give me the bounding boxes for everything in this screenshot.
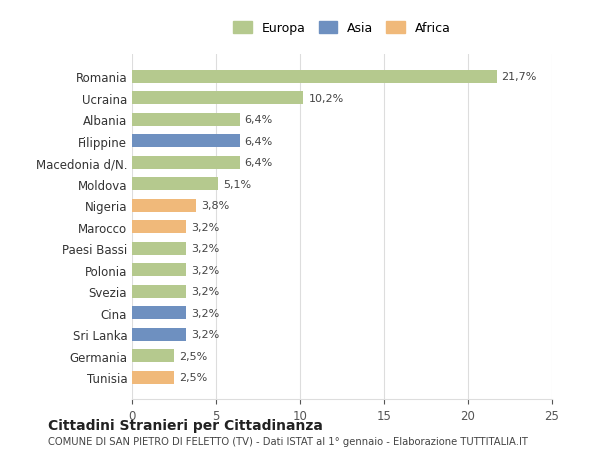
Text: 5,1%: 5,1%	[223, 179, 251, 189]
Text: 6,4%: 6,4%	[245, 136, 273, 146]
Bar	[132, 371, 174, 384]
Bar	[132, 242, 186, 255]
Bar	[132, 349, 174, 362]
Bar	[132, 71, 497, 84]
Bar	[132, 307, 186, 319]
Bar	[132, 113, 239, 127]
Bar	[132, 178, 218, 191]
Text: 2,5%: 2,5%	[179, 372, 207, 382]
Text: Cittadini Stranieri per Cittadinanza: Cittadini Stranieri per Cittadinanza	[48, 418, 323, 432]
Text: 10,2%: 10,2%	[308, 94, 344, 104]
Text: 3,2%: 3,2%	[191, 308, 219, 318]
Bar	[132, 263, 186, 276]
Text: 6,4%: 6,4%	[245, 158, 273, 168]
Bar	[132, 285, 186, 298]
Bar	[132, 157, 239, 169]
Bar	[132, 221, 186, 234]
Bar	[132, 199, 196, 212]
Text: 3,8%: 3,8%	[201, 201, 229, 211]
Text: 6,4%: 6,4%	[245, 115, 273, 125]
Text: 21,7%: 21,7%	[502, 72, 537, 82]
Bar	[132, 92, 304, 105]
Text: COMUNE DI SAN PIETRO DI FELETTO (TV) - Dati ISTAT al 1° gennaio - Elaborazione T: COMUNE DI SAN PIETRO DI FELETTO (TV) - D…	[48, 437, 528, 446]
Text: 2,5%: 2,5%	[179, 351, 207, 361]
Text: 3,2%: 3,2%	[191, 222, 219, 232]
Bar	[132, 328, 186, 341]
Text: 3,2%: 3,2%	[191, 265, 219, 275]
Text: 3,2%: 3,2%	[191, 286, 219, 297]
Text: 3,2%: 3,2%	[191, 330, 219, 339]
Legend: Europa, Asia, Africa: Europa, Asia, Africa	[229, 17, 455, 40]
Text: 3,2%: 3,2%	[191, 244, 219, 254]
Bar	[132, 135, 239, 148]
